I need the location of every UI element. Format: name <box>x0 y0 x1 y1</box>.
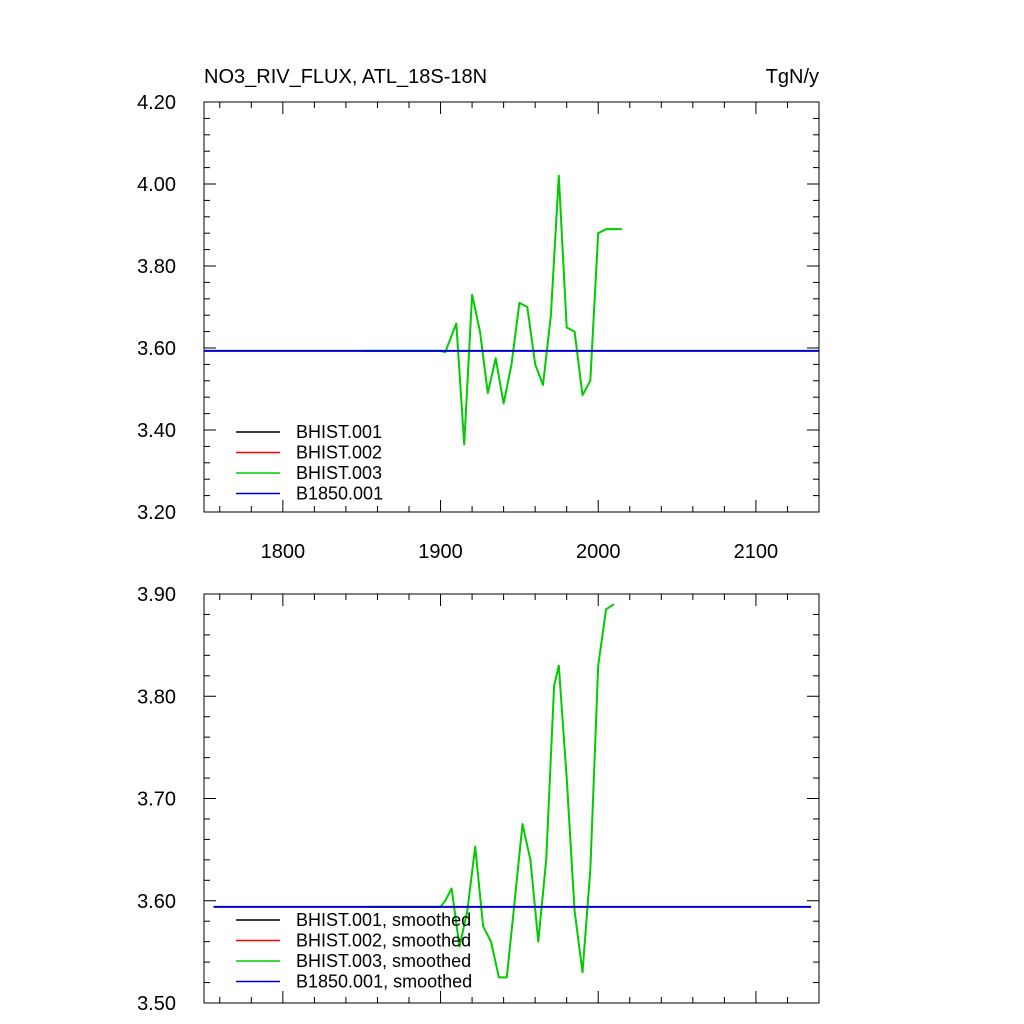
y-tick-label: 4.20 <box>137 92 176 114</box>
x-tick-label: 1800 <box>261 541 306 563</box>
legend-label: BHIST.002 <box>296 443 382 463</box>
y-tick-label: 3.50 <box>137 993 176 1015</box>
y-tick-label: 3.90 <box>137 584 176 606</box>
plot-frame-1 <box>203 101 820 513</box>
units-label: TgN/y <box>766 66 819 88</box>
y-tick-label: 3.60 <box>137 891 176 913</box>
y-tick-label: 4.00 <box>137 174 176 196</box>
y-tick-label: 3.80 <box>137 686 176 708</box>
legend-label: BHIST.001 <box>296 422 382 442</box>
chart-title: NO3_RIV_FLUX, ATL_18S-18N <box>204 66 487 88</box>
y-tick-label: 3.60 <box>137 338 176 360</box>
y-tick-label: 3.20 <box>137 502 176 524</box>
legend-label: B1850.001 <box>296 484 383 504</box>
series-line <box>369 603 615 979</box>
y-tick-label: 3.70 <box>137 789 176 811</box>
y-tick-label: 3.80 <box>137 256 176 278</box>
legend-label: BHIST.001, smoothed <box>296 910 471 930</box>
x-tick-label: 1900 <box>418 541 463 563</box>
x-tick-label: 2000 <box>576 541 621 563</box>
legend-label: BHIST.003, smoothed <box>296 951 471 971</box>
x-tick-label: 2100 <box>734 541 779 563</box>
y-tick-label: 3.40 <box>137 420 176 442</box>
legend-label: BHIST.003 <box>296 463 382 483</box>
legend-label: B1850.001, smoothed <box>296 972 472 992</box>
series-line <box>361 174 622 446</box>
legend-label: BHIST.002, smoothed <box>296 931 471 951</box>
